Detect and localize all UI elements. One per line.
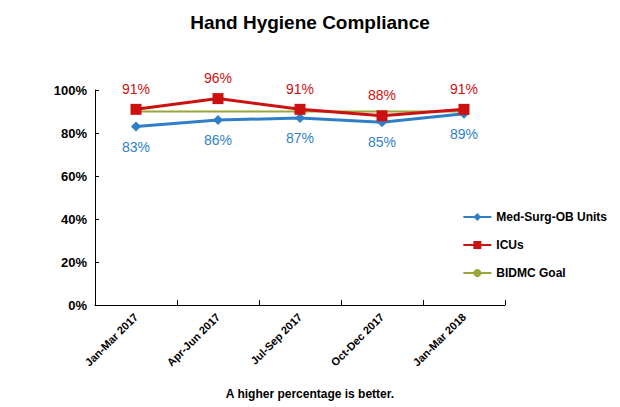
svg-text:87%: 87%: [286, 130, 314, 146]
svg-text:Hand Hygiene Compliance: Hand Hygiene Compliance: [190, 12, 430, 33]
svg-text:Jul-Sep 2017: Jul-Sep 2017: [248, 311, 304, 367]
svg-text:80%: 80%: [61, 126, 87, 141]
svg-text:60%: 60%: [61, 169, 87, 184]
svg-text:83%: 83%: [122, 139, 150, 155]
svg-text:Jan-Mar 2018: Jan-Mar 2018: [411, 311, 469, 369]
svg-text:0%: 0%: [68, 298, 87, 313]
svg-text:Jan-Mar 2017: Jan-Mar 2017: [83, 311, 141, 369]
svg-text:89%: 89%: [450, 126, 478, 142]
svg-text:100%: 100%: [54, 83, 88, 98]
svg-text:20%: 20%: [61, 255, 87, 270]
svg-text:ICUs: ICUs: [496, 238, 524, 252]
svg-text:91%: 91%: [450, 81, 478, 97]
svg-text:96%: 96%: [204, 70, 232, 86]
svg-text:40%: 40%: [61, 212, 87, 227]
svg-text:Oct-Dec 2017: Oct-Dec 2017: [329, 311, 387, 369]
svg-text:86%: 86%: [204, 132, 232, 148]
svg-text:85%: 85%: [368, 134, 396, 150]
svg-text:A higher percentage is better.: A higher percentage is better.: [226, 387, 394, 401]
svg-text:88%: 88%: [368, 87, 396, 103]
svg-text:BIDMC Goal: BIDMC Goal: [496, 266, 565, 280]
svg-text:Apr-Jun 2017: Apr-Jun 2017: [165, 311, 223, 369]
svg-text:Med-Surg-OB Units: Med-Surg-OB Units: [496, 210, 607, 224]
svg-text:91%: 91%: [286, 81, 314, 97]
svg-text:91%: 91%: [122, 81, 150, 97]
